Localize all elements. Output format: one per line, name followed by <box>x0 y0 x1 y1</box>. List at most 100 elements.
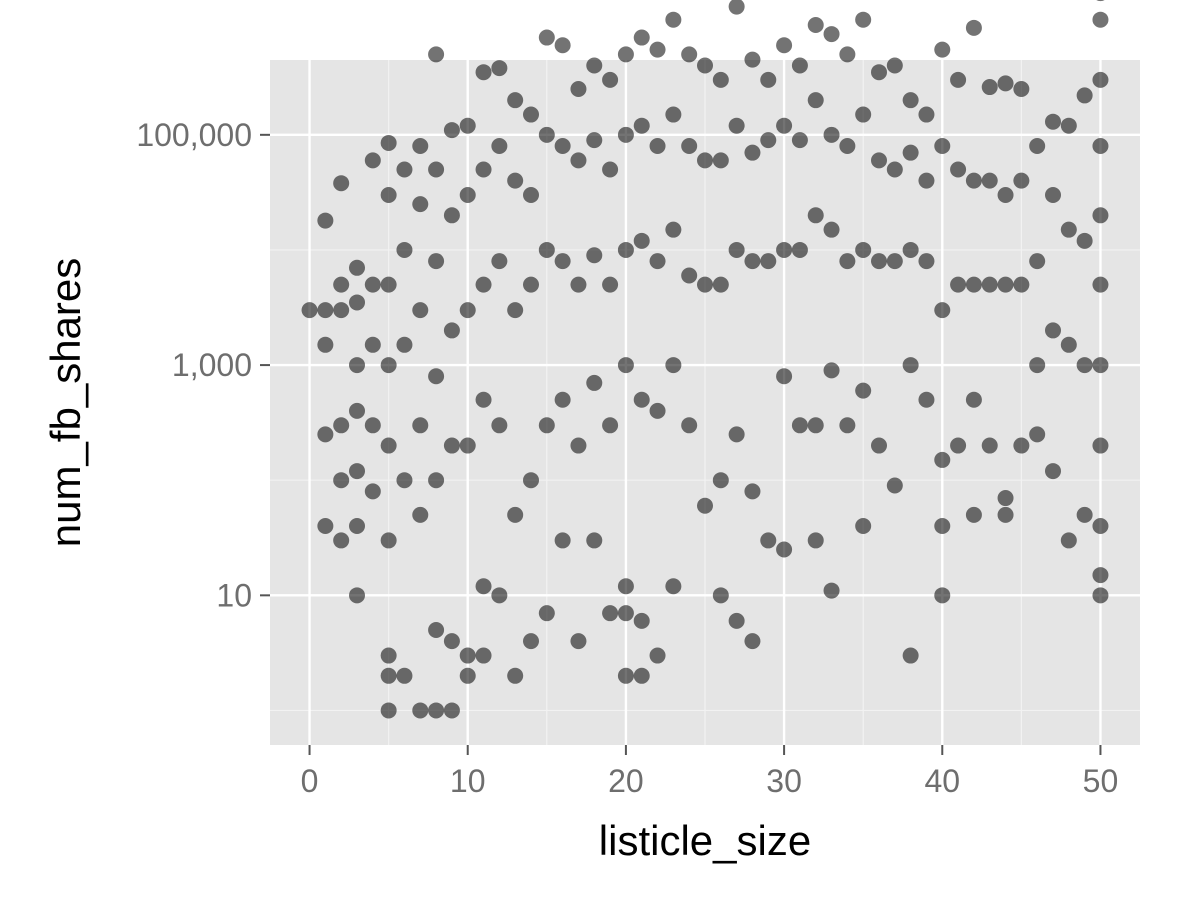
scatter-point <box>1045 463 1061 480</box>
x-tick-label: 30 <box>766 763 802 799</box>
scatter-point <box>349 259 365 276</box>
y-axis-title: num_fb_shares <box>42 258 89 548</box>
scatter-point <box>428 368 445 385</box>
scatter-point <box>412 302 429 319</box>
scatter-point <box>617 46 634 63</box>
scatter-point <box>523 276 539 293</box>
scatter-point <box>396 336 413 353</box>
scatter-point <box>776 241 793 258</box>
scatter-point <box>871 64 887 81</box>
x-tick-label: 50 <box>1083 763 1119 799</box>
scatter-point <box>776 368 793 385</box>
scatter-point <box>839 253 856 270</box>
scatter-point <box>617 578 634 595</box>
scatter-point <box>1060 117 1077 134</box>
scatter-point <box>950 276 967 293</box>
scatter-point <box>459 302 476 319</box>
scatter-point <box>459 667 476 684</box>
scatter-point <box>443 322 460 339</box>
scatter-point <box>649 41 666 58</box>
scatter-point <box>823 362 840 379</box>
scatter-point <box>380 667 397 684</box>
scatter-point <box>633 232 650 249</box>
scatter-point <box>1013 437 1030 454</box>
scatter-point <box>380 134 397 151</box>
scatter-point <box>364 276 381 293</box>
scatter-point <box>412 196 429 213</box>
scatter-point <box>349 587 365 604</box>
scatter-point <box>570 152 587 169</box>
scatter-point <box>301 302 318 319</box>
scatter-point <box>744 633 761 650</box>
scatter-point <box>1045 322 1061 339</box>
scatter-point <box>886 477 903 494</box>
scatter-point <box>617 357 634 374</box>
scatter-point <box>1013 276 1030 293</box>
scatter-point <box>617 126 634 143</box>
scatter-point <box>665 221 682 238</box>
scatter-point <box>602 161 619 178</box>
scatter-point <box>523 633 539 650</box>
scatter-point <box>728 117 745 134</box>
scatter-point <box>349 294 365 311</box>
scatter-point <box>1092 518 1109 535</box>
scatter-point <box>1092 71 1109 88</box>
scatter-point <box>1092 567 1109 584</box>
scatter-point <box>349 357 365 374</box>
scatter-point <box>823 221 840 238</box>
scatter-point <box>349 402 365 419</box>
scatter-point <box>633 612 650 629</box>
scatter-point <box>364 483 381 500</box>
scatter-point <box>918 106 935 123</box>
scatter-point <box>855 106 872 123</box>
scatter-point <box>538 417 555 434</box>
scatter-point <box>396 241 413 258</box>
scatter-point <box>981 276 998 293</box>
scatter-point <box>934 41 951 58</box>
scatter-point <box>317 336 334 353</box>
scatter-point <box>997 490 1014 507</box>
scatter-point <box>934 451 951 468</box>
scatter-point <box>538 29 555 46</box>
scatter-point <box>633 667 650 684</box>
scatter-point <box>665 106 682 123</box>
scatter-point <box>1092 357 1109 374</box>
scatter-point <box>855 382 872 399</box>
scatter-point <box>633 29 650 46</box>
scatter-point <box>1076 232 1093 249</box>
scatter-point <box>380 437 397 454</box>
scatter-point <box>1060 532 1077 549</box>
scatter-point <box>934 587 951 604</box>
scatter-point <box>475 276 492 293</box>
scatter-point <box>649 137 666 154</box>
scatter-point <box>902 92 919 109</box>
scatter-point <box>855 11 872 28</box>
scatter-point <box>776 117 793 134</box>
scatter-point <box>317 518 334 535</box>
scatter-point <box>965 172 982 189</box>
scatter-point <box>807 207 824 224</box>
scatter-point <box>333 417 350 434</box>
scatter-point <box>1076 87 1093 104</box>
scatter-point <box>649 402 666 419</box>
scatter-point <box>633 117 650 134</box>
scatter-point <box>728 0 745 15</box>
scatter-point <box>886 161 903 178</box>
scatter-point <box>697 152 713 169</box>
scatter-point <box>776 541 793 558</box>
scatter-point <box>807 16 824 33</box>
scatter-point <box>1045 187 1061 204</box>
scatter-point <box>807 417 824 434</box>
scatter-point <box>633 391 650 408</box>
x-axis-title: listicle_size <box>599 817 811 864</box>
scatter-point <box>823 26 840 43</box>
scatter-point <box>744 51 761 68</box>
scatter-point <box>744 253 761 270</box>
scatter-point <box>412 137 429 154</box>
x-tick-label: 20 <box>608 763 644 799</box>
scatter-point <box>364 336 381 353</box>
scatter-point <box>443 437 460 454</box>
scatter-point <box>1096 0 1105 2</box>
scatter-point <box>617 241 634 258</box>
scatter-point <box>950 161 967 178</box>
